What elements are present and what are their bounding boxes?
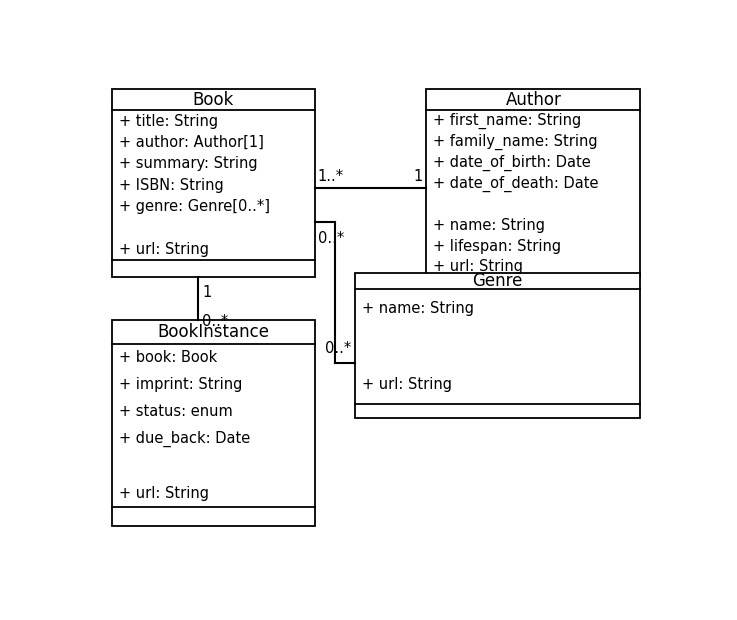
Text: + name: String: + name: String [362, 301, 474, 316]
Text: + author: Author[1]: + author: Author[1] [119, 135, 264, 150]
Text: + first_name: String: + first_name: String [433, 113, 581, 129]
Text: 1: 1 [413, 169, 422, 184]
Text: Book: Book [193, 91, 234, 108]
Text: + due_back: Date: + due_back: Date [119, 431, 251, 447]
Bar [112, 321, 315, 526]
Text: 1..*: 1..* [318, 169, 344, 184]
Text: + ISBN: String: + ISBN: String [119, 178, 224, 193]
Text: + date_of_birth: Date: + date_of_birth: Date [433, 154, 591, 170]
Text: + status: enum: + status: enum [119, 404, 233, 419]
Text: + name: String: + name: String [433, 218, 545, 232]
Bar [355, 273, 640, 418]
Text: + title: String: + title: String [119, 113, 218, 128]
Text: + summary: String: + summary: String [119, 156, 258, 172]
Text: + imprint: String: + imprint: String [119, 377, 242, 392]
Bar [426, 89, 640, 277]
Text: + genre: Genre[0..*]: + genre: Genre[0..*] [119, 199, 270, 215]
Text: + url: String: + url: String [433, 259, 523, 275]
Text: + url: String: + url: String [119, 486, 209, 501]
Text: + family_name: String: + family_name: String [433, 133, 598, 150]
Text: + book: Book: + book: Book [119, 350, 217, 365]
Text: 1: 1 [203, 285, 212, 301]
Text: 0..*: 0..* [203, 314, 228, 329]
Text: 0..*: 0..* [324, 341, 351, 356]
Text: + lifespan: String: + lifespan: String [433, 239, 562, 254]
Text: BookInstance: BookInstance [158, 323, 270, 341]
Text: + url: String: + url: String [119, 242, 209, 257]
Text: Genre: Genre [472, 272, 523, 290]
Bar [112, 89, 315, 277]
Text: Author: Author [506, 91, 562, 108]
Text: 0..*: 0..* [318, 231, 344, 246]
Text: + date_of_death: Date: + date_of_death: Date [433, 175, 598, 192]
Text: + url: String: + url: String [362, 377, 452, 392]
